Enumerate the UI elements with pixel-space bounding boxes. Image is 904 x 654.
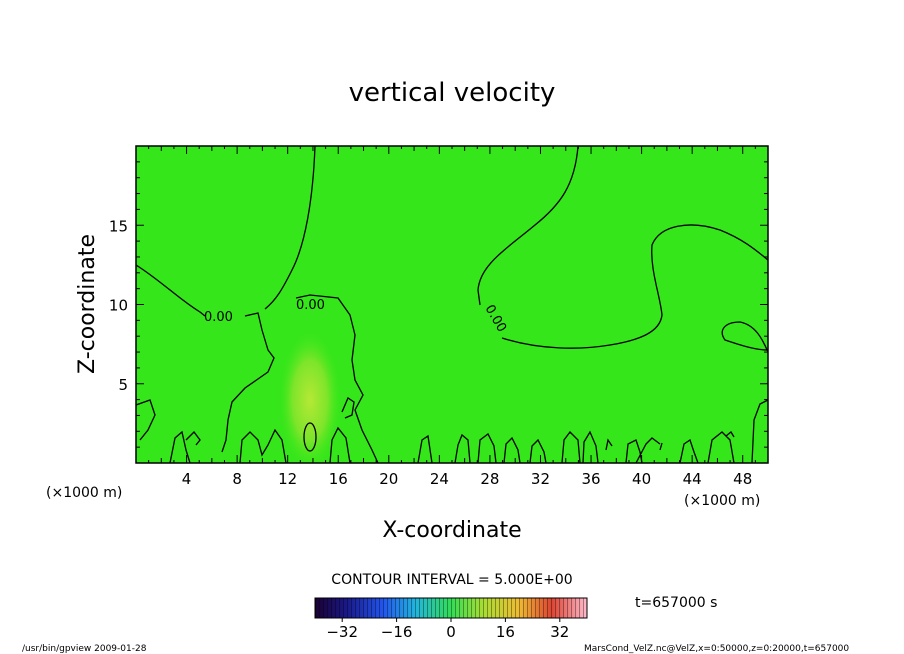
chart-title: vertical velocity: [349, 78, 556, 108]
x-tick-label: 16: [329, 470, 348, 488]
x-tick-label: 8: [232, 470, 242, 488]
footer-right: MarsCond_VelZ.nc@VelZ,x=0:50000,z=0:2000…: [584, 644, 849, 654]
x-tick-label: 20: [379, 470, 398, 488]
plot-area: 0.00 0.00 0.00: [136, 146, 768, 463]
colorbar-tick-label: 0: [446, 623, 456, 641]
x-tick-label: 44: [683, 470, 702, 488]
colorbar-tick-label: −16: [381, 623, 413, 641]
contour-left-bottom: [136, 399, 201, 463]
colorbar-tick-label: −32: [326, 623, 358, 641]
contour-interval-text: CONTOUR INTERVAL = 5.000E+00: [331, 572, 572, 588]
x-axis: 4 8 12 16 20 24 28 32 36 40 44 48: [148, 146, 756, 488]
y-tick-label: 5: [118, 376, 128, 394]
contour-right-trough: [477, 146, 768, 349]
contour-label-left: 0.00: [204, 310, 233, 325]
colorbar-stripes: [315, 598, 587, 618]
updraft-spot: [278, 328, 342, 463]
x-tick-label: 24: [430, 470, 449, 488]
y-tick-label: 15: [109, 217, 128, 235]
time-text: t=657000 s: [635, 595, 717, 611]
x-tick-label: 40: [632, 470, 651, 488]
x-unit-left: (×1000 m): [46, 485, 122, 501]
x-tick-label: 36: [581, 470, 600, 488]
contour-left-upper: [136, 264, 275, 453]
y-axis: 5 10 15: [109, 161, 768, 448]
contour-mid-upper: [264, 146, 379, 463]
contour-ground-ripples: [239, 397, 768, 463]
colorbar-ticks: −32 −16 0 16 32: [326, 618, 569, 641]
colorbar-tick-label: 16: [496, 623, 515, 641]
x-tick-label: 32: [531, 470, 550, 488]
y-tick-label: 10: [109, 297, 128, 315]
contour-lines: [136, 146, 768, 463]
x-tick-label: 28: [480, 470, 499, 488]
y-axis-label: Z-coordinate: [75, 234, 100, 374]
contour-label-mid: 0.00: [296, 298, 325, 313]
contour-right-loop: [721, 321, 768, 353]
x-tick-label: 48: [733, 470, 752, 488]
x-axis-label: X-coordinate: [382, 518, 521, 543]
x-unit-right: (×1000 m): [684, 493, 760, 509]
footer-left: /usr/bin/gpview 2009-01-28: [22, 644, 147, 654]
colorbar: −32 −16 0 16 32: [314, 597, 588, 641]
x-tick-label: 12: [278, 470, 297, 488]
contour-core: [303, 422, 317, 452]
velocity-field: [136, 146, 768, 463]
x-tick-label: 4: [182, 470, 192, 488]
colorbar-tick-label: 32: [550, 623, 569, 641]
